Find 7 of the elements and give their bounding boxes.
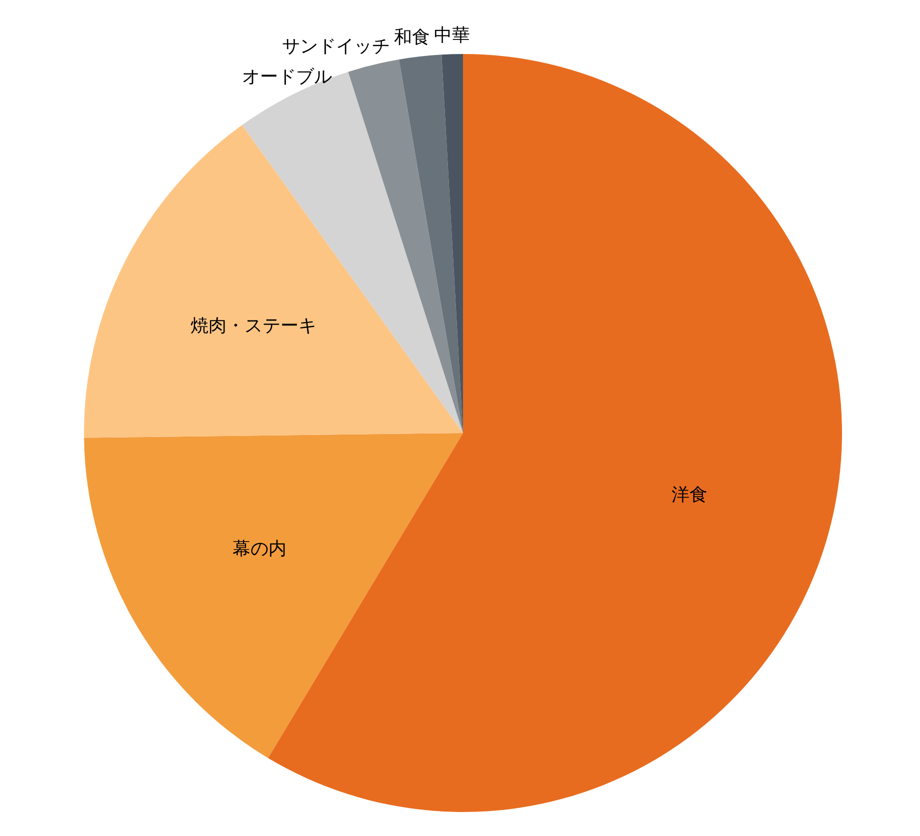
slice-label: オードブル xyxy=(242,66,332,88)
slice-label: 中華 xyxy=(434,24,470,46)
slice-label: 焼肉・ステーキ xyxy=(190,316,316,337)
slice-label: 幕の内 xyxy=(232,538,286,560)
slice-label: 洋食 xyxy=(671,484,708,506)
slice-label: 和食 xyxy=(394,27,430,48)
slice-label: サンドイッチ xyxy=(282,36,390,57)
